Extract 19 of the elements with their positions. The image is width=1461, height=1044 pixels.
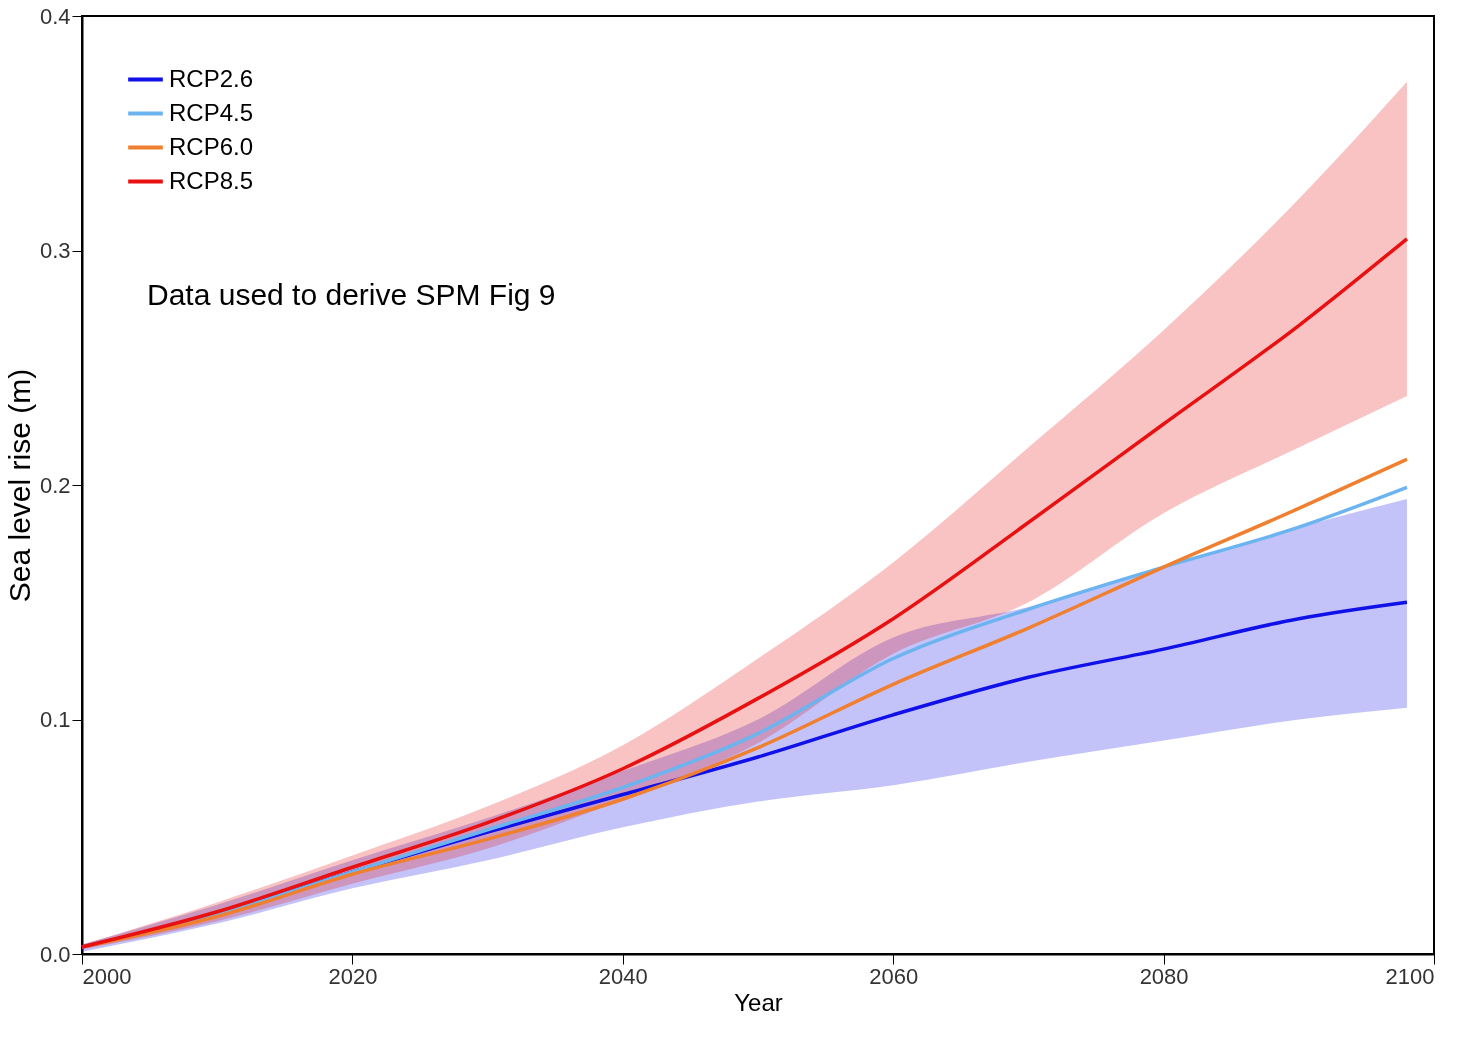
x-tick-label: 2000 xyxy=(82,963,132,989)
line-series xyxy=(80,237,1409,949)
y-tick-label: 0.2 xyxy=(39,472,71,498)
x-tick-label: 2020 xyxy=(328,963,378,989)
legend-label: RCP2.6 xyxy=(169,64,254,92)
legend-label: RCP6.0 xyxy=(169,132,254,160)
legend-label: RCP8.5 xyxy=(169,166,254,194)
x-tick-label: 2040 xyxy=(598,963,648,989)
annotation: Data used to derive SPM Fig 9 xyxy=(147,278,556,311)
y-tick-label: 0.1 xyxy=(39,707,71,732)
y-axis-title: Sea level rise (m) xyxy=(2,368,36,603)
x-tick-label: 2100 xyxy=(1385,963,1435,989)
legend-label: RCP4.5 xyxy=(169,98,254,126)
y-tick-label: 0.4 xyxy=(39,3,71,29)
y-tick-label: 0.0 xyxy=(39,941,71,967)
y-tick-label: 0.3 xyxy=(39,238,71,263)
x-tick-label: 2060 xyxy=(869,963,919,989)
x-axis-title: Year xyxy=(734,988,783,1016)
x-tick-label: 2080 xyxy=(1139,963,1189,989)
